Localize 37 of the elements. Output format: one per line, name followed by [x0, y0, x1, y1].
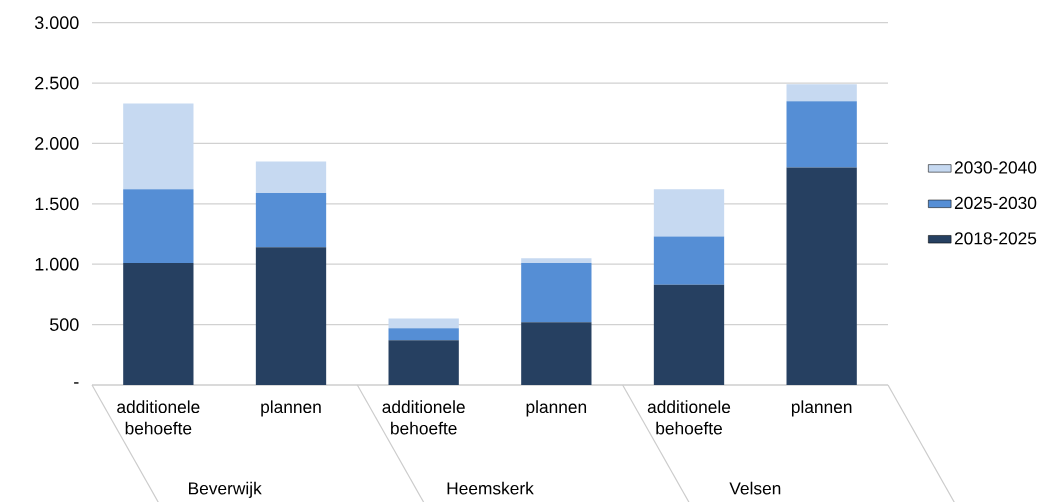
y-tick-label: 1.000	[35, 257, 79, 271]
text: Heemskerk	[447, 481, 534, 495]
x-tick-label: additionele behoefte	[382, 400, 465, 435]
bar	[786, 84, 857, 102]
bar	[653, 189, 725, 237]
bar	[653, 284, 725, 385]
y-tick-label: 3.000	[34, 16, 79, 30]
bar	[123, 263, 194, 385]
text: Beverwijk	[189, 481, 262, 498]
y-tick-label: -	[74, 382, 79, 384]
bar	[388, 340, 459, 385]
x-tick-label: additionele behoefte	[647, 400, 731, 435]
bar	[786, 101, 857, 168]
bar	[255, 247, 327, 385]
legend-label: 2030-2040	[954, 161, 1037, 174]
bar	[388, 328, 459, 341]
y-tick-label: 2.500	[35, 76, 79, 90]
legend-label: 2018-2025	[954, 232, 1037, 245]
bar	[123, 103, 194, 190]
bar	[521, 322, 592, 385]
legend-label: 2025-2030	[954, 196, 1037, 210]
bar	[123, 189, 194, 263]
bar	[786, 167, 857, 385]
y-tick-label: 2.000	[35, 137, 79, 150]
bar	[521, 263, 592, 323]
bar	[653, 236, 725, 285]
bar	[255, 192, 327, 248]
text: Velsen	[729, 481, 781, 495]
y-tick-label: 500	[49, 318, 79, 331]
y-tick-label: 1.500	[35, 197, 79, 211]
x-tick-label: plannen	[526, 400, 587, 417]
x-tick-label: plannen	[791, 400, 852, 417]
x-tick-label: plannen	[261, 400, 321, 417]
bar	[521, 258, 592, 263]
bar	[388, 318, 459, 329]
x-tick-label: additionele behoefte	[117, 400, 200, 435]
bar	[255, 161, 327, 193]
